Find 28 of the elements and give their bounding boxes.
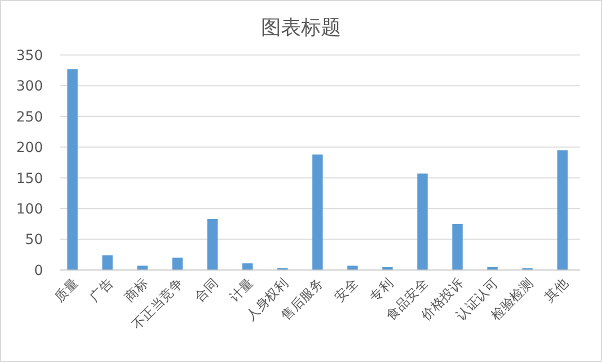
bar [312,154,323,270]
bar [242,263,253,270]
y-tick-label: 50 [25,232,43,248]
y-tick-label: 250 [16,109,43,126]
bar [137,266,148,270]
chart-title: 图表标题 [261,15,341,39]
y-tick-label: 300 [16,78,43,95]
bar [102,255,113,270]
x-tick-label: 广告 [87,276,116,306]
y-tick-label: 0 [34,262,43,279]
x-tick-label: 合同 [192,276,222,306]
bar [452,224,463,270]
bar [207,219,218,270]
bar [347,266,358,270]
bar [557,150,568,270]
bar [172,258,183,270]
y-tick-label: 150 [16,170,43,187]
x-tick-label: 其他 [542,276,572,306]
x-tick-label: 计量 [227,276,256,306]
x-tick-label: 质量 [52,276,82,306]
bar [67,69,78,270]
y-tick-label: 350 [16,48,43,64]
x-tick-label: 专利 [367,276,396,306]
bar [417,174,428,270]
y-tick-label: 100 [16,201,43,218]
x-tick-label: 安全 [332,276,362,306]
x-tick-label: 商标 [122,276,152,306]
y-tick-label: 200 [16,140,43,156]
